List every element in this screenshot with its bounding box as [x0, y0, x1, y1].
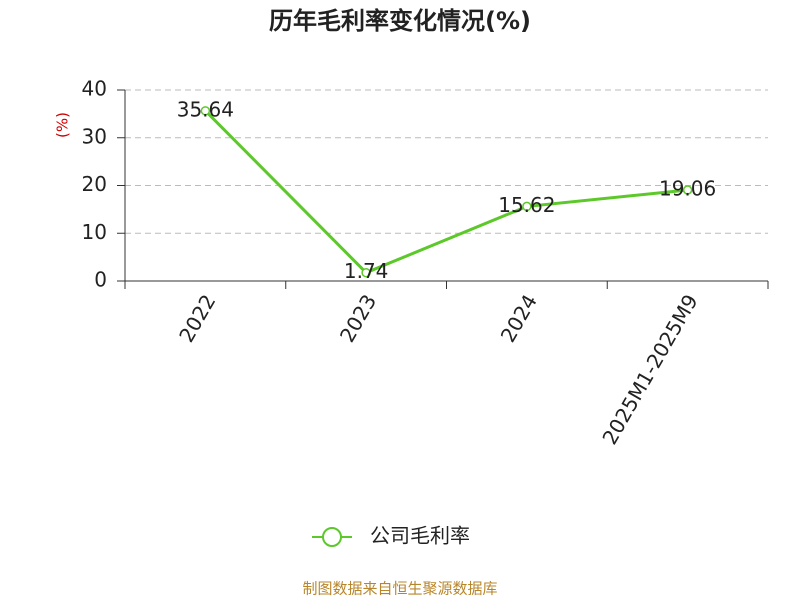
data-point [200, 106, 211, 116]
data-label: 35.64 [177, 97, 234, 121]
legend-marker [322, 527, 342, 547]
series-line [204, 109, 688, 275]
y-tick-label: 10 [82, 220, 107, 244]
source-note: 制图数据来自恒生聚源数据库 [302, 580, 497, 598]
y-tick-label: 30 [82, 124, 107, 148]
data-point [682, 185, 693, 195]
x-tick-label: 2022 [174, 290, 220, 346]
data-label: 19.06 [659, 176, 716, 200]
x-tick-label: 2023 [335, 290, 381, 346]
data-label: 1.74 [344, 259, 389, 283]
data-point [361, 267, 371, 278]
data-point [522, 201, 532, 212]
chart-title: 历年毛利率变化情况(%) [269, 7, 531, 35]
x-tick-label: 2024 [496, 290, 542, 346]
y-tick-label: 20 [82, 172, 107, 196]
x-tick-label: 2025M1-2025M9 [597, 290, 702, 448]
y-tick-label: 0 [94, 268, 107, 292]
y-tick-label: 40 [82, 77, 107, 101]
legend-label: 公司毛利率 [370, 524, 470, 548]
y-axis-label: (%) [54, 112, 72, 138]
data-label: 15.62 [498, 193, 555, 217]
